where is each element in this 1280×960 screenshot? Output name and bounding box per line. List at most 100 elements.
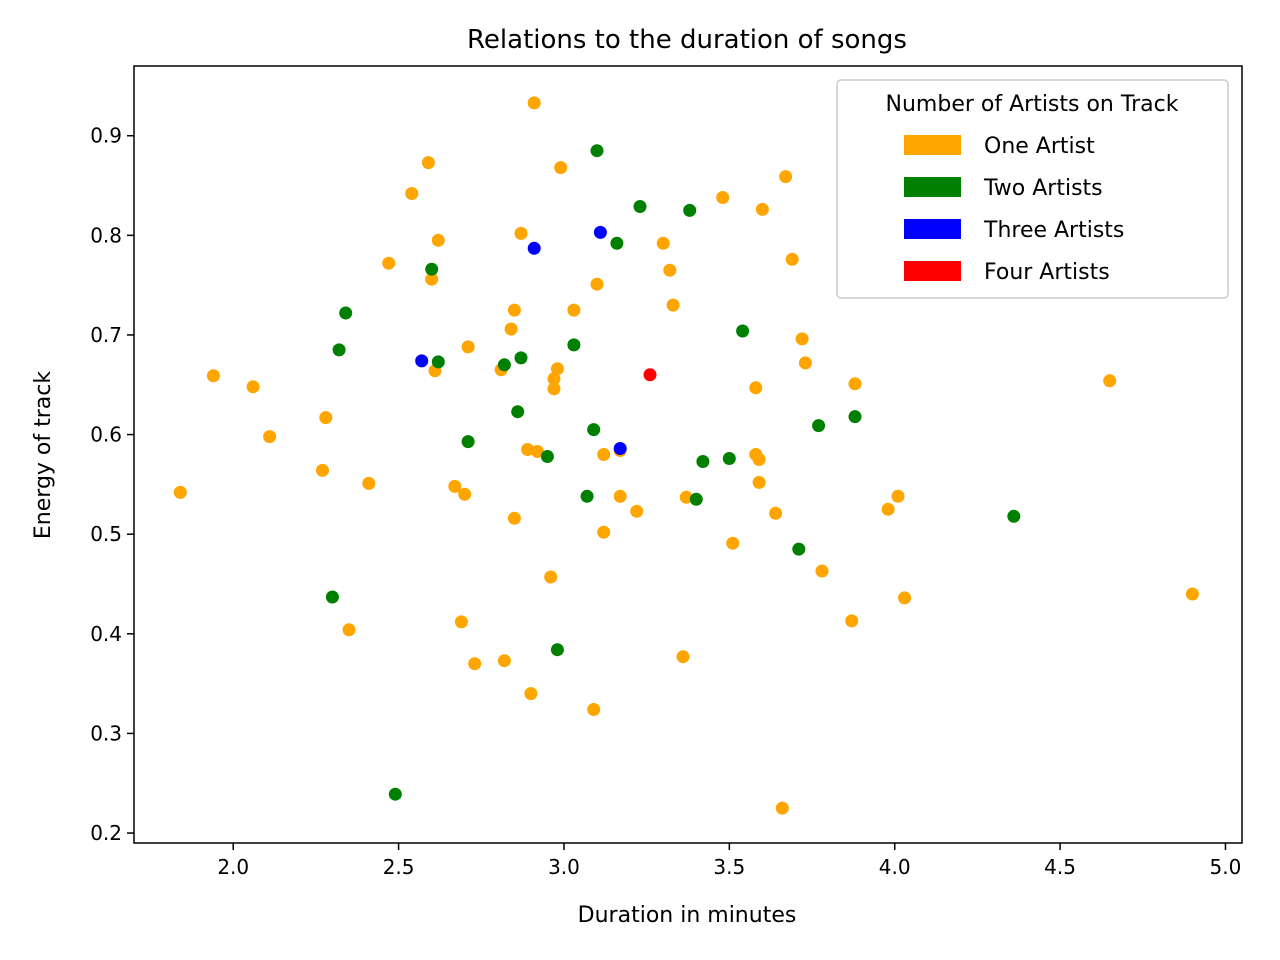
data-point-series-1 — [769, 506, 783, 520]
data-point-series-1 — [547, 382, 561, 396]
data-point-series-2 — [792, 542, 806, 556]
data-point-series-1 — [845, 614, 859, 628]
data-point-series-2 — [497, 358, 511, 372]
data-point-series-1 — [431, 233, 445, 247]
data-point-series-3 — [613, 442, 627, 455]
data-point-series-1 — [726, 536, 740, 550]
data-point-series-2 — [431, 355, 445, 369]
x-tick-label: 3.0 — [548, 855, 580, 879]
data-point-series-1 — [779, 170, 793, 184]
legend-label: One Artist — [984, 134, 1095, 159]
data-point-series-1 — [448, 479, 462, 493]
data-point-series-1 — [755, 202, 769, 216]
data-point-series-1 — [749, 381, 763, 395]
data-point-series-1 — [382, 256, 396, 270]
legend-swatch — [904, 219, 961, 239]
data-point-series-2 — [540, 450, 554, 463]
data-point-series-2 — [812, 419, 826, 433]
data-point-series-1 — [342, 623, 356, 637]
x-tick-label: 3.5 — [713, 855, 745, 879]
x-axis: 2.0 2.5 3.0 3.5 4.0 4.5 5.0 — [217, 843, 1241, 879]
y-axis-label: Energy of track — [31, 371, 56, 539]
y-tick-label: 0.3 — [90, 721, 122, 745]
data-point-series-1 — [898, 591, 912, 605]
data-point-series-1 — [613, 489, 627, 503]
data-point-series-1 — [468, 657, 482, 671]
data-point-series-1 — [524, 687, 538, 701]
data-point-series-1 — [663, 263, 677, 277]
x-tick-label: 2.5 — [383, 855, 415, 879]
legend-label: Two Artists — [983, 176, 1103, 201]
data-point-series-1 — [795, 332, 809, 346]
data-point-series-1 — [527, 96, 541, 110]
data-point-series-1 — [507, 511, 521, 525]
x-tick-label: 5.0 — [1210, 855, 1242, 879]
data-point-series-1 — [206, 369, 220, 383]
y-tick-label: 0.8 — [90, 223, 122, 247]
data-point-series-3 — [415, 354, 429, 368]
data-point-series-1 — [785, 252, 799, 266]
legend-label: Four Artists — [984, 260, 1110, 285]
data-point-series-1 — [554, 161, 568, 175]
legend-swatch — [904, 135, 961, 155]
data-point-series-1 — [421, 156, 435, 170]
data-point-series-1 — [504, 322, 518, 336]
data-point-series-1 — [531, 445, 544, 458]
legend-entries: One Artist Two Artists Three Artists Four A… — [904, 134, 1124, 285]
x-tick-label: 2.0 — [217, 855, 249, 879]
data-point-series-1 — [1103, 374, 1117, 388]
data-point-series-3 — [593, 225, 607, 239]
data-point-series-1 — [550, 362, 564, 376]
data-point-series-1 — [848, 377, 862, 391]
legend: Number of Artists on Track One Artist Two… — [836, 79, 1229, 299]
y-tick-label: 0.5 — [90, 522, 122, 546]
y-tick-label: 0.4 — [90, 622, 122, 646]
data-point-series-2 — [848, 410, 862, 424]
data-point-series-2 — [587, 423, 601, 437]
data-point-series-2 — [1007, 509, 1021, 523]
y-tick-label: 0.2 — [90, 821, 122, 845]
data-point-series-2 — [325, 590, 339, 604]
x-tick-label: 4.0 — [879, 855, 911, 879]
legend-swatch — [904, 261, 961, 281]
data-point-series-1 — [679, 490, 693, 504]
data-point-series-1 — [597, 448, 611, 461]
data-point-series-1 — [521, 443, 535, 456]
legend-frame — [836, 79, 1229, 299]
data-point-series-2 — [511, 405, 525, 419]
data-point-series-1 — [263, 430, 277, 444]
data-point-series-1 — [246, 380, 260, 394]
data-point-series-3 — [527, 241, 541, 255]
data-point-series-2 — [550, 643, 564, 657]
data-point-series-1 — [676, 650, 690, 664]
data-point-series-1 — [775, 801, 789, 815]
data-point-series-1 — [514, 226, 528, 240]
data-point-series-2 — [332, 343, 346, 357]
data-point-series-1 — [425, 272, 439, 286]
x-axis-label: Duration in minutes — [578, 903, 797, 928]
data-point-series-2 — [388, 787, 402, 801]
data-point-series-1 — [815, 564, 829, 578]
data-point-series-1 — [666, 298, 680, 312]
data-point-series-1 — [454, 615, 468, 629]
data-point-series-1 — [716, 191, 730, 204]
data-point-series-1 — [567, 303, 581, 317]
data-point-series-1 — [461, 340, 475, 354]
data-point-series-1 — [590, 277, 604, 291]
legend-label: Three Artists — [983, 218, 1124, 243]
data-point-series-1 — [656, 236, 670, 250]
y-tick-label: 0.9 — [90, 124, 122, 148]
data-point-series-1 — [752, 475, 766, 489]
data-point-series-1 — [630, 504, 644, 518]
y-tick-label: 0.6 — [90, 423, 122, 447]
data-point-series-2 — [696, 455, 710, 468]
data-point-series-1 — [891, 489, 905, 503]
data-point-series-1 — [752, 453, 766, 466]
y-axis: 0.2 0.3 0.4 0.5 0.6 0.7 0.8 0.9 — [90, 124, 134, 845]
data-point-series-1 — [547, 372, 561, 386]
data-point-series-1 — [881, 502, 895, 516]
data-point-series-1 — [319, 411, 333, 425]
data-point-series-1 — [1185, 587, 1199, 601]
data-point-series-2 — [514, 351, 528, 365]
data-point-series-2 — [580, 489, 594, 503]
